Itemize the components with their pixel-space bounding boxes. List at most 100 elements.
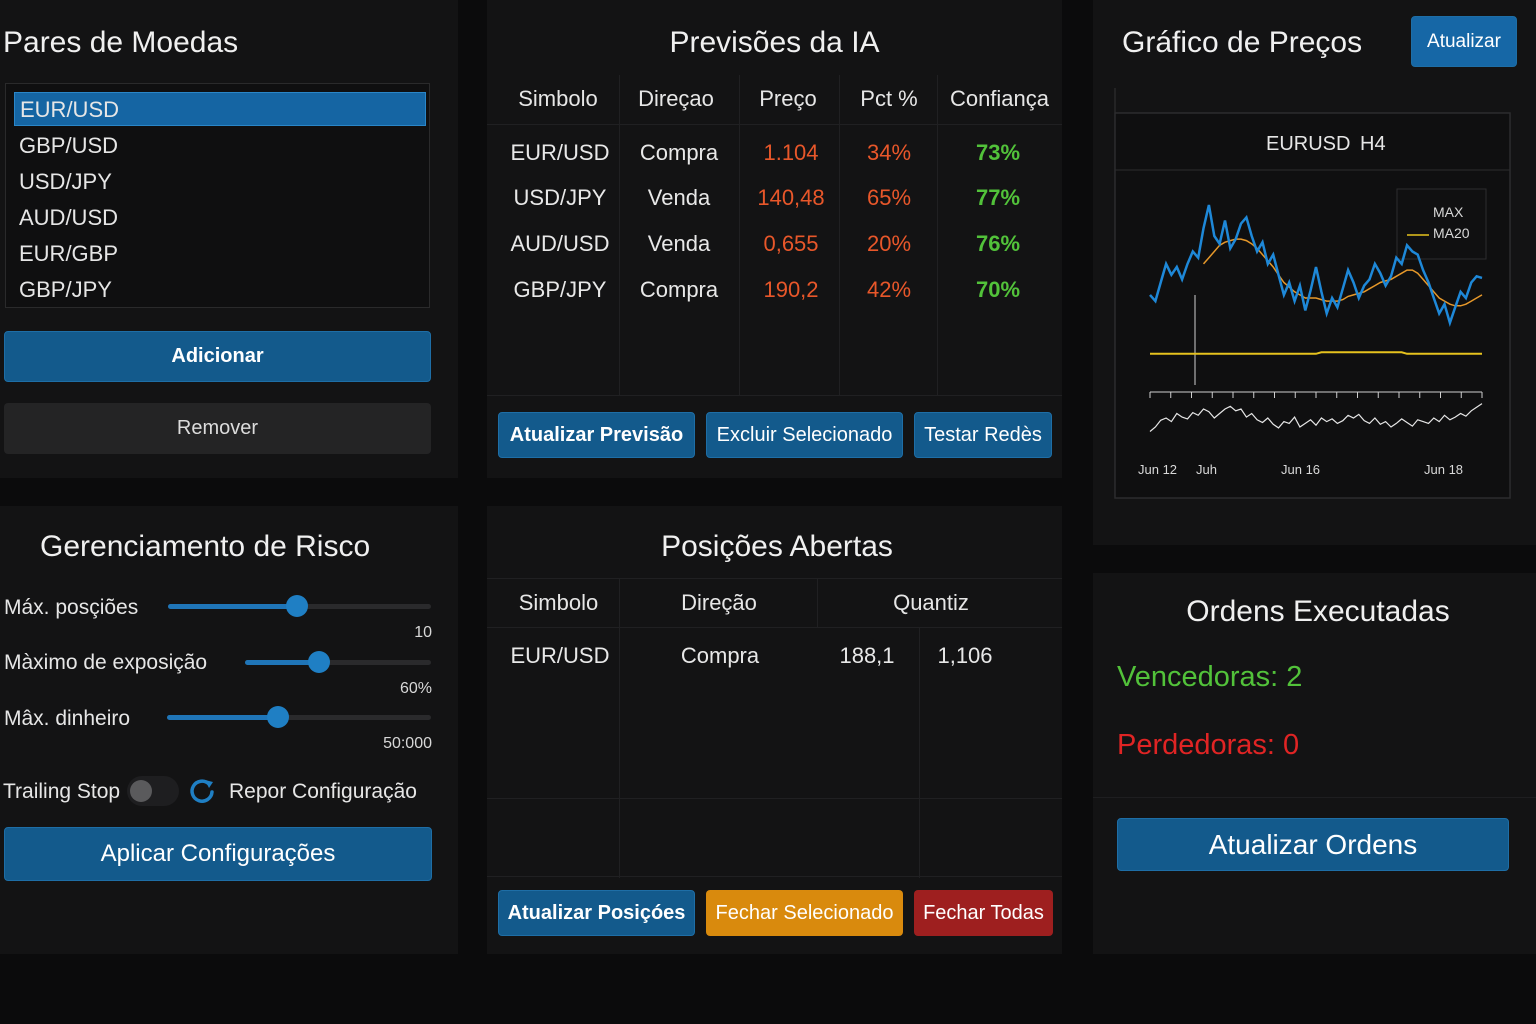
price-chart[interactable]: EURUSD H4 MAX MA20 Jun 12 Juh Jun 16 Jun…	[1093, 0, 1536, 545]
cell-pct: 20%	[866, 231, 912, 256]
cell-direction: Venda	[647, 185, 711, 210]
add-pair-button[interactable]: Adicionar	[4, 331, 431, 382]
divider	[487, 798, 1062, 799]
pairs-list[interactable]: EUR/USD GBP/USD USD/JPY AUD/USD EUR/GBP …	[5, 83, 430, 308]
max-line	[1150, 351, 1482, 355]
x-tick-label: Jun 18	[1424, 462, 1463, 477]
losers-count: Perdedoras: 0	[1117, 729, 1300, 761]
chart-refresh-button[interactable]: Atualizar	[1411, 16, 1517, 67]
max-positions-label: Máx. posçiões	[4, 596, 139, 619]
cell-pct: 34%	[866, 140, 912, 165]
pairs-title: Pares de Moedas	[3, 26, 239, 59]
cell-direction: Compra	[639, 277, 719, 302]
cell-price: 140,48	[757, 185, 825, 210]
col-header-direction[interactable]: Direçao	[638, 86, 714, 111]
close-selected-button[interactable]: Fechar Selecionado	[706, 890, 903, 936]
ma20-line	[1202, 238, 1483, 307]
reset-icon[interactable]	[187, 776, 217, 806]
chart-legend	[1396, 188, 1487, 260]
close-all-button[interactable]: Fechar Todas	[914, 890, 1053, 936]
max-positions-slider[interactable]	[168, 595, 431, 617]
divider	[487, 124, 1062, 125]
max-exposure-label: Màximo de exposição	[4, 651, 208, 674]
pairs-panel: Pares de Moedas EUR/USD GBP/USD USD/JPY …	[0, 0, 458, 478]
cell-direction: Compra	[680, 643, 760, 668]
update-prediction-button[interactable]: Atualizar Previsão	[498, 412, 695, 458]
orders-panel: Ordens Executadas Vencedoras: 2 Perdedor…	[1093, 573, 1536, 954]
cell-confidence: 73%	[975, 140, 1021, 165]
divider	[937, 75, 938, 395]
lower-axis-ticks	[1149, 392, 1483, 398]
orders-title: Ordens Executadas	[1186, 595, 1450, 628]
delete-selected-button[interactable]: Excluir Selecionado	[706, 412, 903, 458]
col-header-quantity[interactable]: Quantiz	[893, 590, 969, 615]
chart-panel: Gráfico de Preços Atualizar EURUSD H4 MA…	[1093, 0, 1536, 545]
chart-symbol: EURUSD	[1266, 133, 1350, 155]
list-item[interactable]: EUR/GBP	[19, 241, 119, 266]
winners-count: Vencedoras: 2	[1117, 661, 1303, 693]
cell-confidence: 77%	[975, 185, 1021, 210]
legend-ma20: MA20	[1433, 225, 1470, 241]
list-item[interactable]: GBP/USD	[19, 133, 119, 158]
update-positions-button[interactable]: Atualizar Posiçóes	[498, 890, 695, 936]
risk-title: Gerenciamento de Risco	[40, 530, 371, 563]
apply-settings-button[interactable]: Aplicar Configurações	[4, 827, 432, 881]
risk-panel: Gerenciamento de Risco Máx. posçiões 10 …	[0, 506, 458, 954]
price-line	[1149, 204, 1483, 327]
x-tick-label: Jun 12	[1138, 462, 1177, 477]
divider	[487, 578, 1062, 579]
list-item[interactable]: EUR/USD	[14, 92, 426, 126]
divider	[919, 628, 920, 878]
update-orders-button[interactable]: Atualizar Ordens	[1117, 818, 1509, 871]
slider-handle[interactable]	[308, 651, 331, 673]
max-exposure-value: 60%	[399, 680, 432, 697]
x-tick-label: Juh	[1196, 462, 1217, 477]
max-money-slider[interactable]	[167, 706, 431, 728]
cell-price: 190,2	[763, 277, 819, 302]
legend-max: MAX	[1433, 204, 1464, 220]
cell-quantity: 188,1	[839, 643, 895, 668]
divider	[487, 627, 1062, 628]
divider	[619, 75, 620, 395]
cell-symbol: EUR/USD	[510, 643, 610, 668]
cell-confidence: 70%	[975, 277, 1021, 302]
predictions-title: Previsões da IA	[669, 26, 880, 59]
remove-pair-button[interactable]: Remover	[4, 403, 431, 454]
cell-price: 0,655	[763, 231, 819, 256]
cell-symbol: GBP/JPY	[513, 277, 607, 302]
col-header-direction[interactable]: Direção	[681, 590, 757, 615]
max-exposure-slider[interactable]	[245, 651, 431, 673]
cell-price: 1,106	[937, 643, 993, 668]
cell-pct: 42%	[866, 277, 912, 302]
max-money-value: 50:000	[383, 735, 432, 752]
list-item[interactable]: USD/JPY	[19, 169, 112, 194]
col-header-price[interactable]: Preço	[759, 86, 817, 111]
col-header-symbol[interactable]: Simbolo	[518, 86, 598, 111]
list-item[interactable]: GBP/JPY	[19, 277, 112, 302]
x-tick-label: Jun 16	[1281, 462, 1320, 477]
cell-direction: Compra	[639, 140, 719, 165]
cell-symbol: USD/JPY	[513, 185, 607, 210]
slider-handle[interactable]	[266, 706, 289, 728]
col-header-symbol[interactable]: Simbolo	[518, 590, 599, 615]
divider	[487, 876, 1062, 877]
divider	[487, 395, 1062, 396]
test-networks-button[interactable]: Testar Redès	[914, 412, 1052, 458]
trailing-stop-label: Trailing Stop	[3, 780, 121, 803]
divider	[739, 75, 740, 395]
slider-handle[interactable]	[285, 595, 308, 617]
trailing-stop-toggle[interactable]	[127, 776, 179, 806]
cell-confidence: 76%	[975, 231, 1021, 256]
toggle-knob	[130, 780, 152, 802]
col-header-pct[interactable]: Pct %	[860, 86, 918, 111]
cell-symbol: AUD/USD	[510, 231, 610, 256]
predictions-panel: Previsões da IA Simbolo Direçao Preço Pc…	[487, 0, 1062, 478]
col-header-confidence[interactable]: Confiança	[949, 86, 1050, 111]
positions-panel: Posições Abertas Simbolo Direção Quantiz…	[487, 506, 1062, 954]
cell-price: 1.104	[763, 140, 819, 165]
positions-title: Posições Abertas	[661, 530, 893, 563]
divider	[817, 578, 818, 628]
reset-config-link[interactable]: Repor Configuração	[229, 780, 417, 803]
list-item[interactable]: AUD/USD	[19, 205, 119, 230]
chart-title: Gráfico de Preços	[1122, 26, 1363, 59]
